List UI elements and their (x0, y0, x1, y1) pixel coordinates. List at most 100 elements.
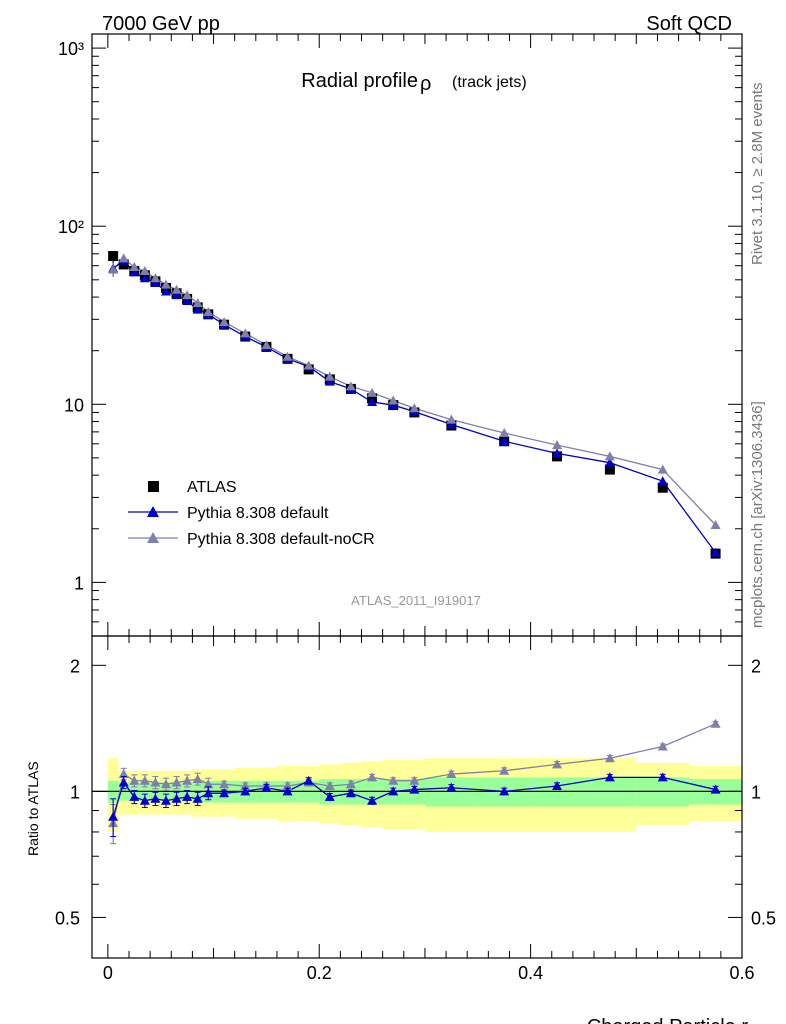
mc-point-nocr (118, 253, 129, 263)
legend-marker-nocr (147, 532, 159, 543)
ratio-bands (107, 758, 742, 832)
mc-point-nocr (303, 360, 314, 370)
ratio-point-nocr (367, 772, 378, 782)
mc-point-default (710, 547, 721, 557)
mc-point-nocr (345, 381, 356, 391)
mc-point-nocr (240, 328, 251, 338)
mc-point-default (604, 457, 615, 467)
ratio-xtick-label: 0.6 (729, 963, 754, 983)
main-ytick-label: 10³ (58, 39, 84, 59)
mc-point-default (182, 296, 193, 306)
ratio-point-default (345, 788, 356, 798)
ratio-point-nocr (388, 775, 399, 785)
legend: ATLAS Pythia 8.308 default Pythia 8.308 … (128, 479, 375, 548)
ratio-point-default (324, 791, 335, 801)
ratio-point-nocr (192, 774, 203, 784)
ratio-xtick-label: 0.2 (307, 963, 332, 983)
ratio-point-default (219, 788, 230, 798)
atlas-point (657, 482, 668, 493)
ratio-point-nocr (409, 775, 420, 785)
ratio-point-nocr (118, 769, 129, 779)
ratio-point-default (604, 772, 615, 782)
title-symbol: ρ (420, 73, 431, 95)
ratio-point-default (409, 784, 420, 794)
main-ytick-label: 10² (58, 217, 84, 237)
mc-point-nocr (282, 351, 293, 361)
mc-point-default (150, 277, 161, 287)
ratio-point-default (182, 791, 193, 801)
analysis-id: ATLAS_2011_I919017 (351, 593, 481, 608)
ratio-point-default (367, 795, 378, 805)
legend-label-nocr: Pythia 8.308 default-noCR (187, 531, 375, 548)
ratio-point-default (203, 788, 214, 798)
mc-point-default (552, 448, 563, 458)
ratio-point-nocr (657, 741, 668, 751)
ratio-point-nocr (552, 759, 563, 769)
mc-point-default (388, 400, 399, 410)
ratio-point-nocr (219, 779, 230, 789)
ratio-point-nocr (129, 775, 140, 785)
rivet-label: Rivet 3.1.10, ≥ 2.8M events (749, 83, 766, 266)
ratio-point-nocr (139, 775, 150, 785)
ratio-point-default (657, 772, 668, 782)
main-ytick-label: 10 (64, 395, 84, 415)
ratio-ytick-label-right: 0.5 (751, 908, 776, 928)
mc-point-nocr (150, 273, 161, 283)
mc-point-nocr (182, 290, 193, 300)
mc-point-nocr (388, 395, 399, 405)
ratio-ytick-label-left: 2 (70, 656, 80, 676)
mc-point-nocr (139, 266, 150, 276)
ratio-point-default (171, 793, 182, 803)
ratio-point-default (108, 811, 119, 821)
ratio-point-default (446, 782, 457, 792)
mc-point-default (499, 436, 510, 446)
ratio-ytick-label-right: 2 (751, 656, 761, 676)
legend-marker-atlas (148, 481, 159, 492)
mc-point-nocr (192, 298, 203, 308)
mc-point-default (324, 376, 335, 386)
ratio-xtick-label: 0 (103, 963, 113, 983)
ratio-point-default (499, 786, 510, 796)
ratio-point-default (388, 786, 399, 796)
ratio-point-default (710, 784, 721, 794)
mc-point-nocr (219, 316, 230, 326)
ratio-point-default (139, 795, 150, 805)
mc-point-default (139, 273, 150, 283)
ratio-frame (91, 635, 743, 959)
mc-point-nocr (203, 306, 214, 316)
legend-label-default: Pythia 8.308 default (187, 505, 329, 522)
ratio-point-default (150, 793, 161, 803)
mc-point-nocr (367, 387, 378, 397)
ratio-point-default (160, 795, 171, 805)
ratio-point-nocr (324, 780, 335, 790)
ratio-point-default (240, 786, 251, 796)
mc-point-default (129, 267, 140, 277)
mc-point-nocr (171, 284, 182, 294)
mc-point-nocr (160, 279, 171, 289)
mc-point-default (367, 397, 378, 407)
mc-point-nocr (657, 464, 668, 474)
mc-point-nocr (499, 427, 510, 437)
mc-point-nocr (261, 340, 272, 350)
ratio-point-nocr (160, 779, 171, 789)
group-label: Soft QCD (646, 13, 732, 35)
ratio-point-nocr (499, 765, 510, 775)
main-panel: 1 10 10² 10³ (58, 33, 743, 637)
main-marks (108, 251, 721, 559)
mc-point-default (160, 286, 171, 296)
ratio-marks (108, 718, 721, 845)
atlas-point (108, 251, 119, 262)
ratio-point-nocr (182, 775, 193, 785)
title-main: Radial profile (301, 70, 418, 92)
ratio-point-default (261, 782, 272, 792)
ratio-point-nocr (345, 779, 356, 789)
mc-point-default (171, 290, 182, 300)
main-ytick-label: 1 (74, 573, 84, 593)
mc-point-default (192, 304, 203, 314)
mc-point-nocr (409, 403, 420, 413)
mc-point-default (657, 476, 668, 486)
mc-point-nocr (552, 440, 563, 450)
mc-point-nocr (129, 262, 140, 272)
ratio-point-default (118, 777, 129, 787)
ratio-panel: 0.5 0.5 1 1 2 2 0 0.2 0.4 0.6 (55, 635, 776, 983)
